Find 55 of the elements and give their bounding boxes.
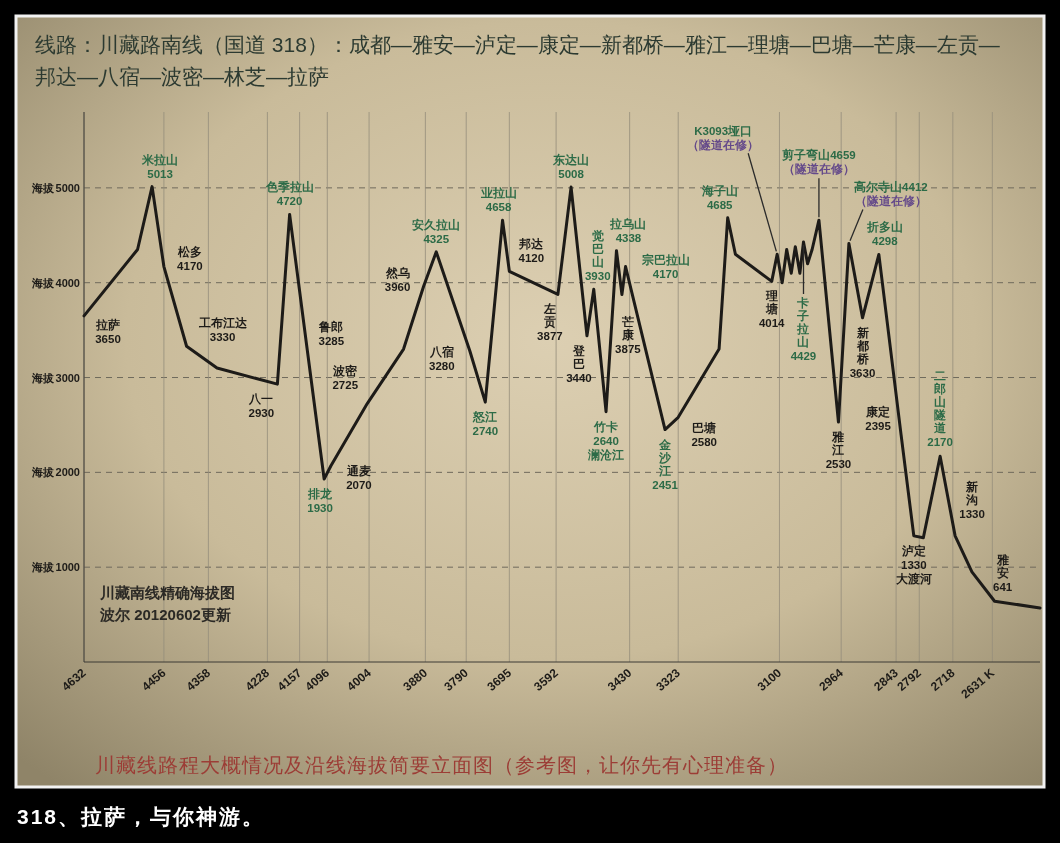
annotation: 然乌 3960 <box>384 266 411 294</box>
annotation: 宗巴拉山 4170 <box>640 252 690 280</box>
annotation: 业拉山 4658 <box>479 186 517 214</box>
annotation: 鲁郎 3285 <box>318 320 345 348</box>
annotation: 怒江 2740 <box>472 411 499 438</box>
annotation: 新都桥 3630 <box>849 325 876 379</box>
y-tick-label: 3000 <box>55 371 80 384</box>
annotation: 竹卡 2640 澜沧江 <box>587 419 625 462</box>
annotation: 巴塘 2580 <box>691 421 718 449</box>
text: 海拔 <box>32 466 55 479</box>
annotation: 泸定 1330 大渡河 <box>895 543 932 585</box>
annotation: 剪子弯山4659（隧道在修） <box>782 148 856 177</box>
annotation: 二郎山隧道 2170 <box>927 370 953 449</box>
text: 海拔 <box>32 181 55 194</box>
annotation: 康定 2395 <box>865 404 892 432</box>
annotation: 通麦 2070 <box>345 463 372 491</box>
annotation: 拉乌山 4338 <box>609 216 647 244</box>
text: 318、拉萨，与你神游。 <box>17 805 266 828</box>
annotation: 新沟 1330 <box>959 479 985 520</box>
annotation: 左贡 3877 <box>537 303 563 343</box>
annotation: 金沙江 2451 <box>652 437 679 491</box>
annotation: 八一 2930 <box>248 393 275 420</box>
annotation: K3093垭口（隧道在修） <box>687 125 760 153</box>
annotation: 波密 2725 <box>332 363 359 391</box>
annotation: 松多 4170 <box>176 244 203 272</box>
annotation: 安久拉山 4325 <box>412 217 461 245</box>
y-tick-label: 1000 <box>55 561 80 574</box>
annotation: 雅江 2530 <box>825 430 852 471</box>
annotation: 理塘 4014 <box>758 290 786 330</box>
text: 海拔 <box>32 371 55 384</box>
annotation: 拉萨 3650 <box>95 317 121 345</box>
chart-title: 线路：川藏路南线（国道 318）：成都—雅安—泸定—康定—新都桥—雅江—理塘—巴塘—芒康—左贡—邦达—八宿—波密—林芝—拉萨 <box>35 33 1000 88</box>
annotation: 登巴 3440 <box>566 343 592 384</box>
annotation: 折多山 4298 <box>865 220 903 248</box>
annotation: 排龙 1930 <box>307 486 334 514</box>
y-axis-title: 海拔 <box>31 561 56 574</box>
annotation: 米拉山 5013 <box>141 152 179 180</box>
y-tick-label: 4000 <box>55 276 80 289</box>
text: 海拔 <box>32 276 55 289</box>
annotation: 东达山 5008 <box>552 153 590 181</box>
annotation: 觉巴山 3930 <box>584 229 611 283</box>
annotation: 高尔寺山4412（隧道在修） <box>854 179 928 208</box>
annotation: 芒康 3875 <box>615 314 642 355</box>
annotation: 波尔 20120602更新 <box>99 606 231 623</box>
y-tick-label: 2000 <box>55 466 80 479</box>
annotation: 海子山 4685 <box>700 183 738 211</box>
annotation: 卡子拉山 4429 <box>790 296 817 363</box>
annotation: 雅安 641 <box>993 553 1013 594</box>
text: 川藏线路程大概情况及沿线海拔简要立面图（参考图，让你先有心理准备） <box>95 754 788 776</box>
annotation: 工布江达 3330 <box>197 316 248 344</box>
annotation: 川藏南线精确海拔图 <box>99 584 235 601</box>
annotation: 色季拉山 4720 <box>264 180 314 208</box>
y-tick-label: 5000 <box>55 181 80 194</box>
annotation: 邦达 4120 <box>518 237 545 265</box>
annotation: 八宿 3280 <box>428 344 455 372</box>
